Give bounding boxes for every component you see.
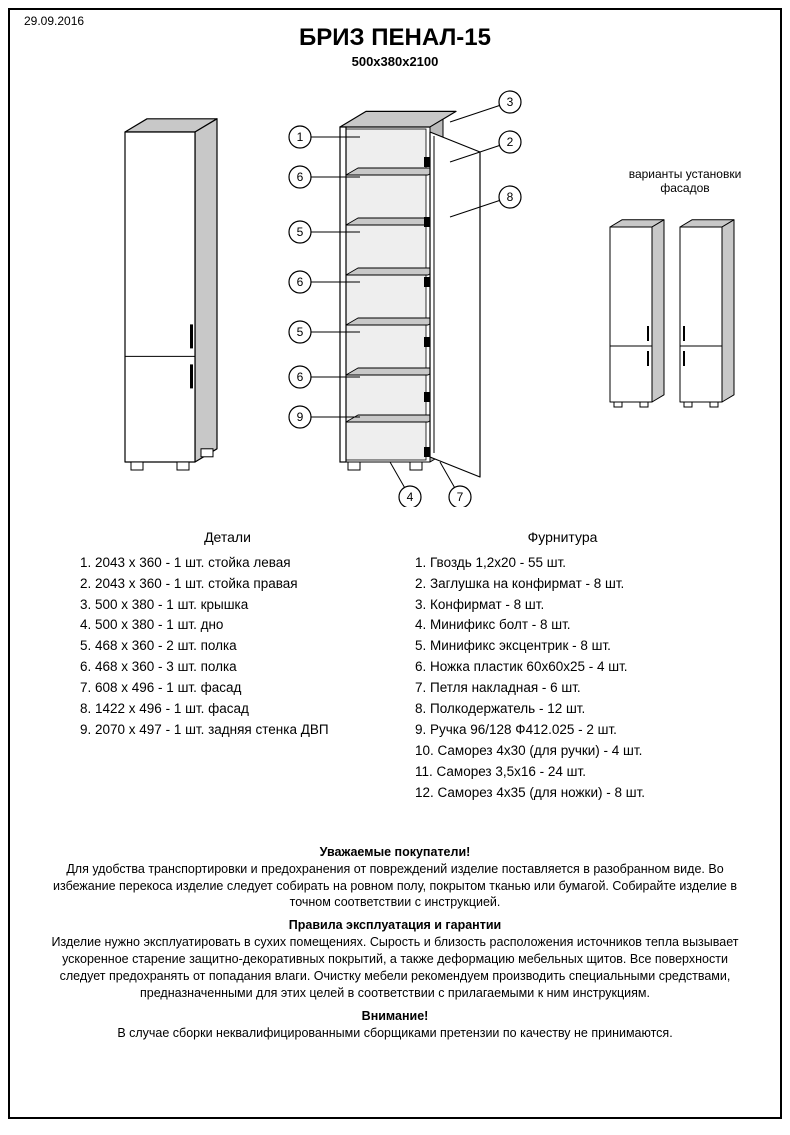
- hardware-column: Фурнитура 1. Гвоздь 1,2х20 - 55 шт.2. За…: [415, 527, 710, 804]
- diagram-area: 1 6 5 6 5 6 9 3 2 8 4 7 варианты установки фасадов: [30, 77, 760, 507]
- list-item: 6. Ножка пластик 60х60х25 - 4 шт.: [415, 657, 710, 678]
- svg-text:4: 4: [407, 490, 414, 504]
- list-item: 5. 468 х 360 - 2 шт. полка: [80, 636, 375, 657]
- svg-text:3: 3: [507, 95, 514, 109]
- list-item: 2. 2043 х 360 - 1 шт. стойка правая: [80, 574, 375, 595]
- list-item: 8. 1422 х 496 - 1 шт. фасад: [80, 699, 375, 720]
- list-item: 1. 2043 х 360 - 1 шт. стойка левая: [80, 553, 375, 574]
- svg-text:7: 7: [457, 490, 464, 504]
- list-item: 3. Конфирмат - 8 шт.: [415, 595, 710, 616]
- list-item: 10. Саморез 4х30 (для ручки) - 4 шт.: [415, 741, 710, 762]
- svg-text:5: 5: [297, 325, 304, 339]
- svg-text:6: 6: [297, 275, 304, 289]
- list-item: 4. Минификс болт - 8 шт.: [415, 615, 710, 636]
- svg-text:8: 8: [507, 190, 514, 204]
- notice-heading-2: Правила эксплуатация и гарантии: [40, 917, 750, 934]
- assembly-diagram: 1 6 5 6 5 6 9 3 2 8 4 7: [30, 77, 764, 507]
- list-item: 8. Полкодержатель - 12 шт.: [415, 699, 710, 720]
- notice-heading-1: Уважаемые покупатели!: [40, 844, 750, 861]
- list-item: 6. 468 х 360 - 3 шт. полка: [80, 657, 375, 678]
- product-title: БРИЗ ПЕНАЛ-15: [30, 24, 760, 52]
- hardware-title: Фурнитура: [415, 527, 710, 549]
- parts-column: Детали 1. 2043 х 360 - 1 шт. стойка лева…: [80, 527, 375, 804]
- svg-text:2: 2: [507, 135, 514, 149]
- parts-list: 1. 2043 х 360 - 1 шт. стойка левая2. 204…: [80, 553, 375, 741]
- list-item: 9. Ручка 96/128 Ф412.025 - 2 шт.: [415, 720, 710, 741]
- svg-text:9: 9: [297, 410, 304, 424]
- list-item: 2. Заглушка на конфирмат - 8 шт.: [415, 574, 710, 595]
- hardware-list: 1. Гвоздь 1,2х20 - 55 шт.2. Заглушка на …: [415, 553, 710, 804]
- variants-label: варианты установки фасадов: [620, 167, 750, 195]
- lists-row: Детали 1. 2043 х 360 - 1 шт. стойка лева…: [30, 527, 760, 804]
- parts-title: Детали: [80, 527, 375, 549]
- svg-text:5: 5: [297, 225, 304, 239]
- notice-paragraph-2: Изделие нужно эксплуатировать в сухих по…: [40, 934, 750, 1002]
- notice-heading-3: Внимание!: [40, 1008, 750, 1025]
- list-item: 9. 2070 х 497 - 1 шт. задняя стенка ДВП: [80, 720, 375, 741]
- svg-text:1: 1: [297, 130, 304, 144]
- notice-block: Уважаемые покупатели! Для удобства транс…: [30, 844, 760, 1042]
- notice-paragraph-3: В случае сборки неквалифицированными сбо…: [40, 1025, 750, 1042]
- list-item: 4. 500 х 380 - 1 шт. дно: [80, 615, 375, 636]
- list-item: 1. Гвоздь 1,2х20 - 55 шт.: [415, 553, 710, 574]
- list-item: 3. 500 х 380 - 1 шт. крышка: [80, 595, 375, 616]
- date: 29.09.2016: [24, 14, 84, 28]
- svg-text:6: 6: [297, 370, 304, 384]
- list-item: 12. Саморез 4х35 (для ножки) - 8 шт.: [415, 783, 710, 804]
- list-item: 5. Минификс эксцентрик - 8 шт.: [415, 636, 710, 657]
- notice-paragraph-1: Для удобства транспортировки и предохран…: [40, 861, 750, 912]
- page-frame: 29.09.2016 БРИЗ ПЕНАЛ-15 500х380х2100 1 6…: [8, 8, 782, 1119]
- list-item: 11. Саморез 3,5х16 - 24 шт.: [415, 762, 710, 783]
- svg-text:6: 6: [297, 170, 304, 184]
- product-dimensions: 500х380х2100: [30, 54, 760, 69]
- list-item: 7. Петля накладная - 6 шт.: [415, 678, 710, 699]
- list-item: 7. 608 х 496 - 1 шт. фасад: [80, 678, 375, 699]
